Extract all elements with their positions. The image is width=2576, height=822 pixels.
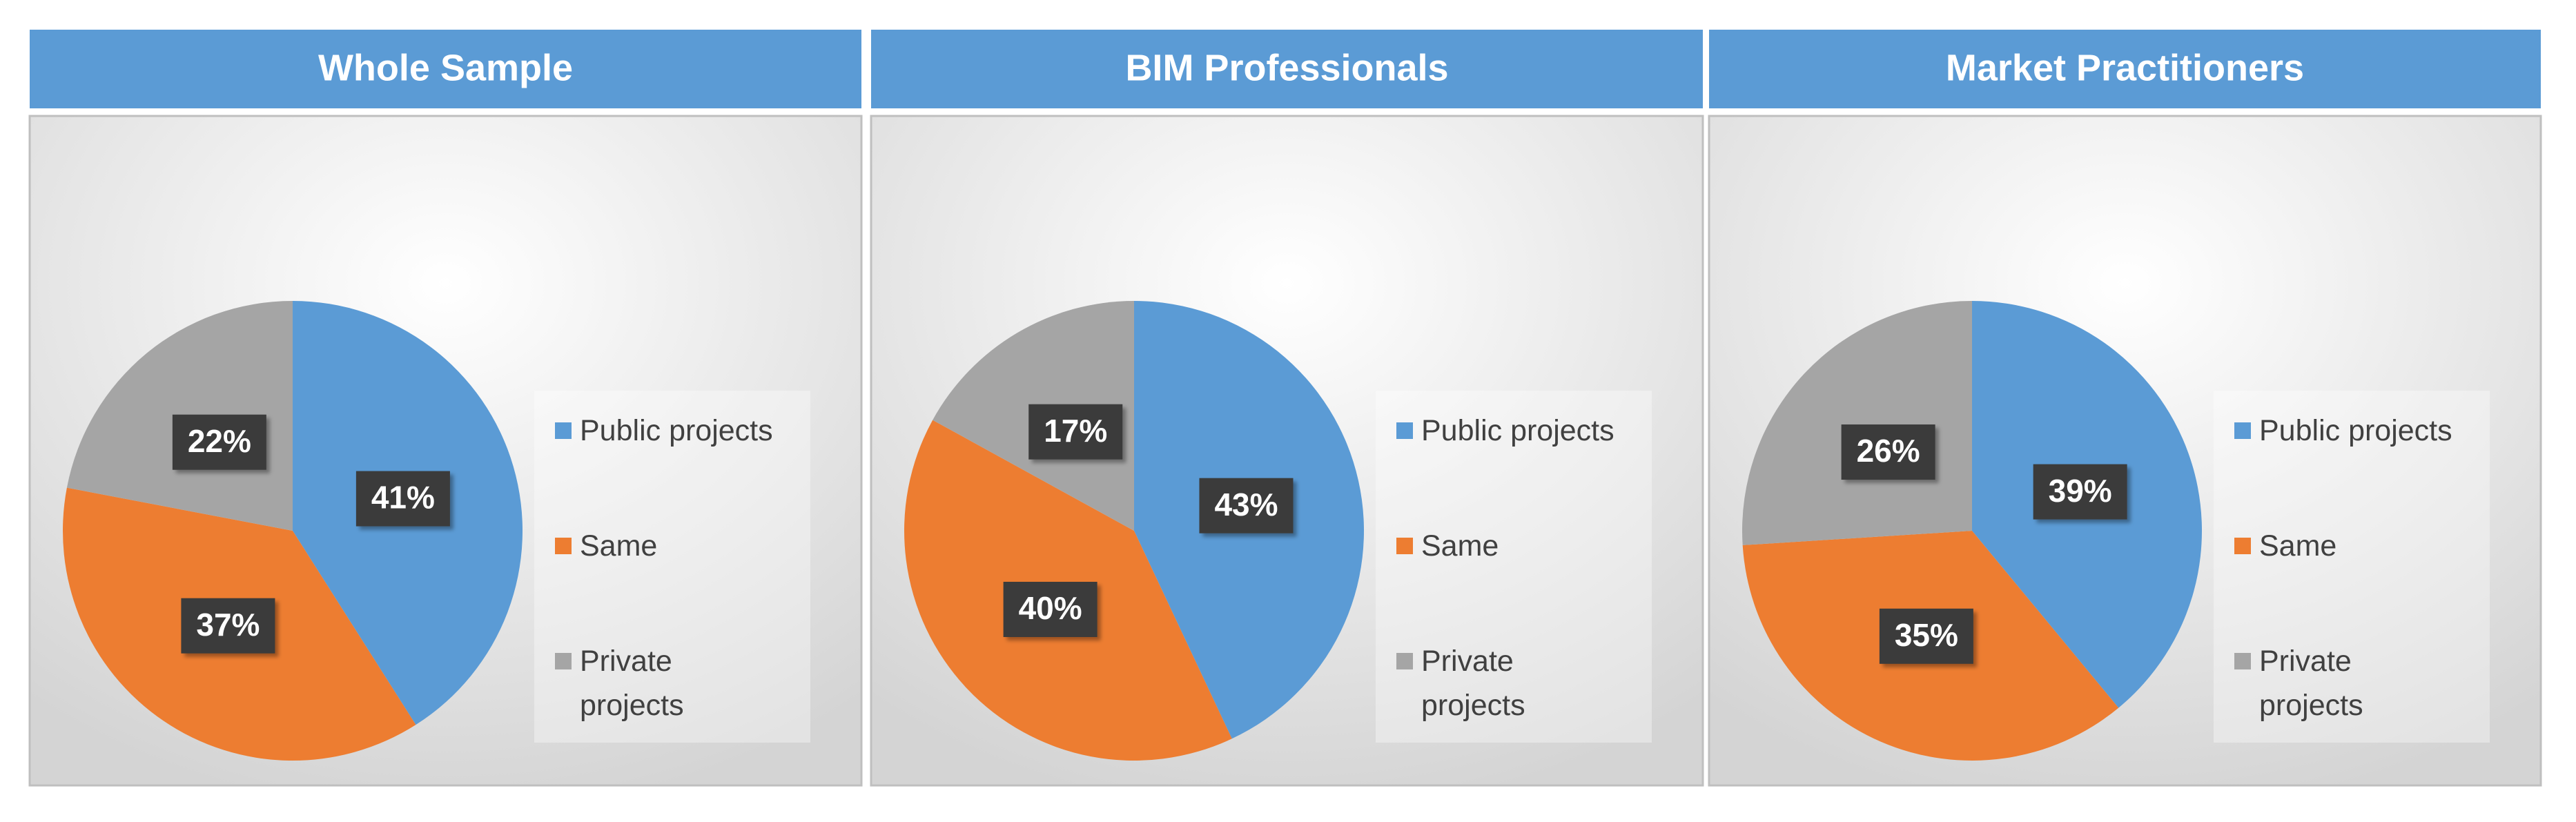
legend-label: Public projects — [2259, 414, 2452, 447]
legend-item: Same — [580, 529, 658, 562]
chart-title: Whole Sample — [318, 47, 573, 88]
label-box — [1028, 404, 1123, 460]
legend-label: Private projects — [580, 645, 684, 722]
data-label: 43% — [1214, 487, 1278, 522]
legend-label: Same — [580, 529, 658, 562]
legend-swatch — [555, 422, 572, 439]
legend-label: Private projects — [2259, 645, 2363, 722]
data-label: 40% — [1019, 590, 1082, 626]
legend-item: Same — [1421, 529, 1499, 562]
header-bar — [30, 30, 861, 108]
data-label: 22% — [188, 423, 251, 459]
legend-box — [2214, 391, 2490, 743]
legend-item: Public projects — [580, 414, 773, 447]
data-label: 41% — [371, 480, 435, 516]
legend-label: Same — [1421, 529, 1499, 562]
legend-label: Private projects — [1421, 645, 1525, 722]
legend-item: Private projects — [1421, 645, 1525, 722]
legend-label: Public projects — [1421, 414, 1614, 447]
legend-swatch — [1396, 538, 1413, 554]
legend-item: Public projects — [2259, 414, 2452, 447]
legend-item: Private projects — [2259, 645, 2363, 722]
pie-slice — [1741, 301, 1972, 545]
chart-title: Market Practitioners — [1946, 47, 2304, 88]
legend-swatch — [1396, 422, 1413, 439]
label-box — [1841, 424, 1935, 480]
data-label: 37% — [196, 607, 260, 643]
legend-swatch — [2234, 422, 2251, 439]
legend-item: Public projects — [1421, 414, 1614, 447]
label-box — [1003, 581, 1097, 637]
legend-label: Same — [2259, 529, 2337, 562]
legend-box — [534, 391, 810, 743]
header-bar — [1709, 30, 2541, 108]
legend-swatch — [555, 538, 572, 554]
label-box — [1879, 608, 1973, 664]
label-box — [355, 471, 450, 527]
label-box — [2033, 464, 2127, 520]
chart-title: BIM Professionals — [1125, 47, 1448, 88]
label-box — [181, 598, 275, 654]
legend-swatch — [2234, 653, 2251, 669]
legend-swatch — [555, 653, 572, 669]
header-bar — [871, 30, 1703, 108]
data-label: 39% — [2049, 473, 2112, 509]
label-box — [172, 414, 266, 470]
data-label: 35% — [1895, 617, 1958, 653]
label-box — [1199, 478, 1294, 534]
legend-label: Public projects — [580, 414, 773, 447]
data-label: 17% — [1044, 413, 1107, 449]
legend-item: Same — [2259, 529, 2337, 562]
legend-item: Private projects — [580, 645, 684, 722]
legend-box — [1376, 391, 1652, 743]
legend-swatch — [1396, 653, 1413, 669]
legend-swatch — [2234, 538, 2251, 554]
data-label: 26% — [1857, 433, 1920, 469]
